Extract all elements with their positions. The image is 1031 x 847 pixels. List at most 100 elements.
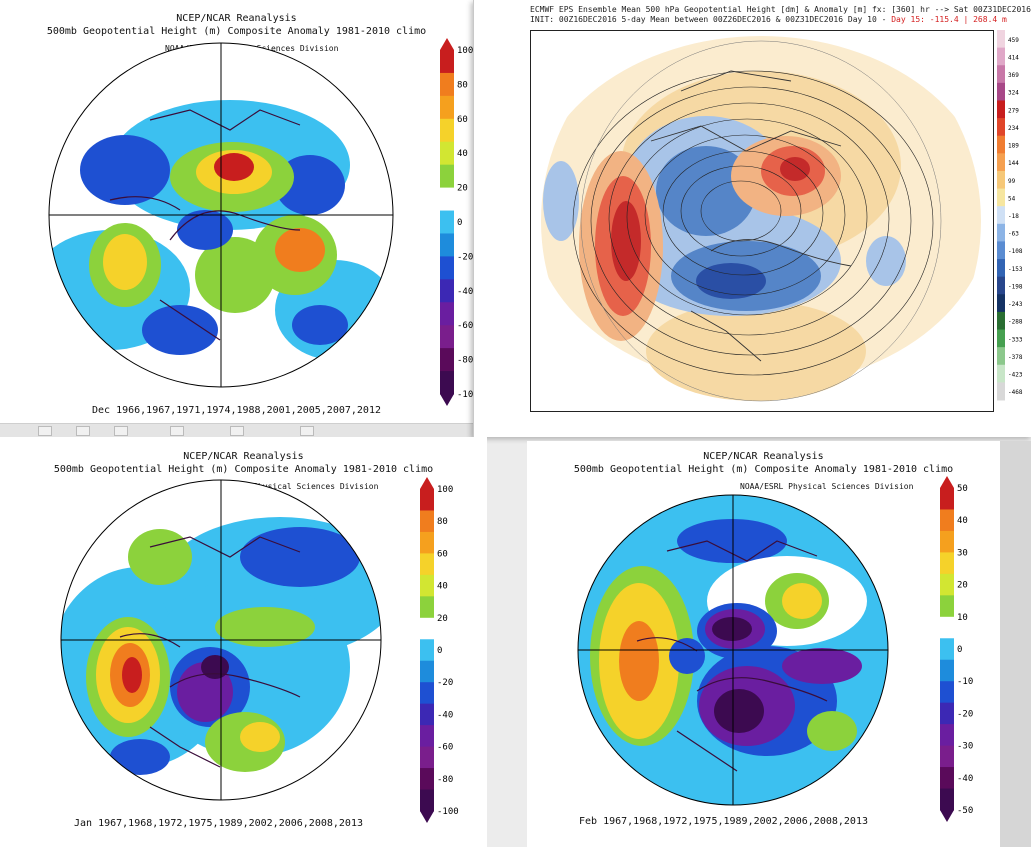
colorbar-tick-label: 0 xyxy=(457,218,462,228)
colorbar-tick-label: 459 xyxy=(1008,37,1019,44)
colorbar-swatch xyxy=(940,659,954,682)
panel-jan-composite: NCEP/NCAR Reanalysis 500mb Geopotential … xyxy=(0,437,487,847)
title-line-1: NCEP/NCAR Reanalysis xyxy=(176,13,297,24)
colorbar-swatch xyxy=(420,639,434,662)
toolbar-button[interactable] xyxy=(114,426,128,436)
colorbar-swatch xyxy=(440,279,454,303)
toolbar-button[interactable] xyxy=(230,426,244,436)
colorbar-swatch xyxy=(997,65,1005,84)
colorbar-tick-label: -60 xyxy=(457,321,473,331)
ecmwf-header-line-1: ECMWF EPS Ensemble Mean 500 hPa Geopoten… xyxy=(530,5,1031,14)
colorbar-swatch xyxy=(997,294,1005,313)
panel-ecmwf-forecast: ECMWF EPS Ensemble Mean 500 hPa Geopoten… xyxy=(473,0,1031,437)
colorbar-swatch xyxy=(940,552,954,575)
colorbar-swatch xyxy=(997,153,1005,172)
colorbar-tick-label: 60 xyxy=(457,115,468,125)
panel-title: NCEP/NCAR Reanalysis 500mb Geopotential … xyxy=(0,12,473,38)
colorbar: 100 80 60 40 20 0 -20 -40 -60 -80 -100 xyxy=(440,38,473,406)
credit-text: NOAA/ESRL Physical Sciences Division xyxy=(205,482,379,491)
colorbar-tick-label: -198 xyxy=(1008,283,1023,290)
title-line-1: NCEP/NCAR Reanalysis xyxy=(703,451,824,462)
polar-map xyxy=(48,42,394,388)
colorbar-swatch xyxy=(997,329,1005,348)
colorbar-swatch xyxy=(420,746,434,769)
colorbar-swatch xyxy=(997,223,1005,242)
colorbar-tick-label: -20 xyxy=(437,678,453,688)
colorbar-swatch xyxy=(940,745,954,768)
colorbar-tick-label: 414 xyxy=(1008,54,1019,61)
colorbar-swatch xyxy=(997,241,1005,260)
colorbar-swatch xyxy=(997,206,1005,225)
colorbar-swatch xyxy=(997,259,1005,278)
polar-map xyxy=(577,494,889,806)
colorbar-tick-label: 40 xyxy=(957,516,968,526)
colorbar-swatch xyxy=(440,95,454,120)
colorbar-tick-label: 0 xyxy=(437,646,442,656)
colorbar: 50 40 30 20 10 0 -10 -20 -30 -40 -50 xyxy=(940,476,973,822)
colorbar-tick-label: -423 xyxy=(1008,372,1023,379)
colorbar-swatch xyxy=(420,510,434,533)
colorbar-tick-label: 80 xyxy=(437,517,448,527)
panel-footer: Dec 1966,1967,1971,1974,1988,2001,2005,2… xyxy=(92,405,381,416)
toolbar-button[interactable] xyxy=(300,426,314,436)
panel-title: NCEP/NCAR Reanalysis 500mb Geopotential … xyxy=(0,450,487,476)
colorbar-tick-label: -63 xyxy=(1008,231,1019,238)
colorbar-tick-label: 80 xyxy=(457,80,468,90)
colorbar-swatch xyxy=(440,164,454,189)
credit-text: NOAA/ESRL Physical Sciences Division xyxy=(740,482,914,491)
colorbar-swatch xyxy=(997,47,1005,66)
ecmwf-map xyxy=(541,36,981,402)
colorbar-swatch xyxy=(420,725,434,748)
toolbar-button[interactable] xyxy=(170,426,184,436)
colorbar-swatch xyxy=(940,702,954,725)
colorbar-tick-label: -80 xyxy=(457,356,473,366)
colorbar-tick-label: 324 xyxy=(1008,90,1019,97)
colorbar-tick-label: -153 xyxy=(1008,266,1023,273)
colorbar-swatch xyxy=(997,276,1005,295)
colorbar-tick-label: -18 xyxy=(1008,213,1019,220)
toolbar-button[interactable] xyxy=(76,426,90,436)
colorbar-swatch xyxy=(940,767,954,790)
colorbar-swatch xyxy=(420,553,434,576)
colorbar-tick-label: 20 xyxy=(437,614,448,624)
title-line-2: 500mb Geopotential Height (m) Composite … xyxy=(53,464,434,475)
ecmwf-header-line-2-text: INIT: 00Z16DEC2016 5-day Mean between 00… xyxy=(530,15,892,24)
colorbar-swatch xyxy=(420,703,434,726)
colorbar-tick-label: 99 xyxy=(1008,178,1016,185)
colorbar-tick-label: -100 xyxy=(457,390,473,400)
colorbar-tick-label: 60 xyxy=(437,549,448,559)
colorbar-swatch xyxy=(997,364,1005,383)
colorbar-swatch xyxy=(420,596,434,619)
colorbar-tick-label: 100 xyxy=(437,485,453,495)
panel-footer: Jan 1967,1968,1972,1975,1989,2002,2006,2… xyxy=(74,818,363,829)
colorbar-tick-label: 20 xyxy=(957,581,968,591)
ecmwf-anomaly-range: Day 15: -115.4 | 268.4 m xyxy=(891,15,1007,24)
colorbar-swatch xyxy=(420,789,434,812)
colorbar-swatch xyxy=(420,682,434,705)
colorbar-tick-label: -40 xyxy=(957,774,973,784)
toolbar-button[interactable] xyxy=(38,426,52,436)
colorbar-swatch xyxy=(997,170,1005,190)
colorbar-swatch xyxy=(997,100,1005,119)
ecmwf-header: ECMWF EPS Ensemble Mean 500 hPa Geopoten… xyxy=(530,5,1031,25)
panel-feb-composite: NCEP/NCAR Reanalysis 500mb Geopotential … xyxy=(527,441,1000,847)
colorbar-swatch xyxy=(440,50,454,74)
colorbar-tick-label: -60 xyxy=(437,743,453,753)
ecmwf-header-line-2: INIT: 00Z16DEC2016 5-day Mean between 00… xyxy=(530,15,1031,25)
panel-footer: Feb 1967,1968,1972,1975,1989,2002,2006,2… xyxy=(579,816,868,827)
colorbar-tick-label: 144 xyxy=(1008,160,1019,167)
colorbar-tick-label: -243 xyxy=(1008,301,1023,308)
colorbar-swatch xyxy=(440,348,454,372)
colorbar-swatch xyxy=(440,210,454,234)
window-margin xyxy=(1000,441,1031,847)
colorbar-swatch xyxy=(420,574,434,597)
colorbar-swatch xyxy=(440,118,454,143)
colorbar-tick-label: -40 xyxy=(437,710,453,720)
title-line-1: NCEP/NCAR Reanalysis xyxy=(183,451,304,462)
colorbar-swatch xyxy=(940,788,954,811)
colorbar-tick-label: -40 xyxy=(457,287,473,297)
colorbar-swatch xyxy=(940,616,954,639)
colorbar-tick-label: 40 xyxy=(457,149,468,159)
colorbar-swatch xyxy=(997,82,1005,101)
colorbar-swatch xyxy=(420,768,434,791)
